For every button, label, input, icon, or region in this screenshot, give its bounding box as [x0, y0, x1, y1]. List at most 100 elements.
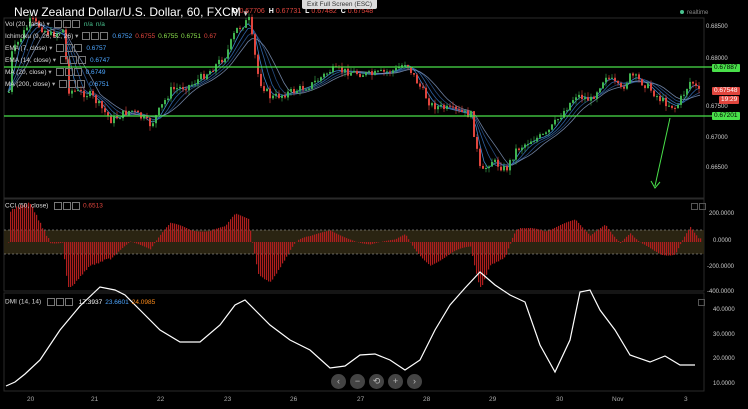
indicator-row[interactable]: MA (200, close) ▾ 0.6751	[5, 80, 110, 89]
scroll-right-button[interactable]: ›	[407, 374, 422, 389]
indicator-label[interactable]: Ichimoku (9, 26, 52, 26)	[5, 33, 74, 40]
price-tick: 0.68000	[706, 56, 728, 62]
cci-bar	[622, 240, 624, 242]
hide-icon[interactable]	[68, 80, 77, 89]
cci-bar	[618, 241, 620, 242]
pane-up-icon[interactable]	[691, 203, 698, 210]
indicator-controls[interactable]	[55, 68, 83, 77]
settings-icon[interactable]	[82, 32, 91, 41]
indicator-row[interactable]: EMA (7, close) ▾ 0.6757	[5, 44, 106, 53]
indicator-label[interactable]: MA (200, close)	[5, 81, 51, 88]
close-icon[interactable]	[77, 80, 86, 89]
settings-icon[interactable]	[46, 298, 55, 306]
hide-icon[interactable]	[91, 32, 100, 41]
hide-icon[interactable]	[64, 68, 73, 77]
close-icon[interactable]	[64, 298, 73, 306]
candle-body	[44, 30, 46, 33]
indicator-controls[interactable]	[59, 56, 87, 65]
candle-body	[638, 74, 640, 80]
candle-body	[380, 69, 382, 71]
cci-bar	[486, 242, 488, 275]
indicator-dropdown-icon[interactable]: ▾	[50, 57, 56, 64]
candle-body	[347, 68, 349, 76]
settings-icon[interactable]	[54, 202, 63, 210]
exit-fullscreen-button[interactable]: Exit Full Screen (ESC)	[302, 0, 378, 9]
indicator-dropdown-icon[interactable]: ▾	[46, 69, 52, 76]
candle-body	[146, 116, 148, 119]
cci-bar	[268, 242, 270, 282]
time-tick: 26	[290, 396, 298, 403]
settings-icon[interactable]	[53, 20, 62, 29]
zoom-in-button[interactable]: +	[388, 374, 403, 389]
zoom-out-button[interactable]: −	[350, 374, 365, 389]
dmi-controls[interactable]	[46, 298, 74, 306]
candle-body	[185, 89, 187, 91]
indicator-controls[interactable]	[59, 80, 86, 89]
ohlc-value: 0.67548	[347, 8, 374, 15]
pane-up-icon[interactable]	[698, 299, 705, 306]
reset-button[interactable]: ⟲	[369, 374, 384, 389]
dmi-tick: 20.0000	[713, 356, 735, 362]
hide-icon[interactable]	[55, 298, 64, 306]
price-tick: 0.66500	[706, 165, 728, 171]
indicator-row[interactable]: MA (20, close) ▾ 0.6749	[5, 68, 106, 77]
hide-icon[interactable]	[63, 202, 72, 210]
candle-body	[263, 86, 265, 92]
hide-icon[interactable]	[68, 56, 77, 65]
candle-body	[593, 96, 595, 99]
cci-bar	[538, 229, 540, 242]
cci-pane-controls[interactable]	[690, 203, 706, 212]
indicator-value: 0.6751	[89, 81, 110, 88]
indicator-dropdown-icon[interactable]: ▾	[47, 45, 53, 52]
indicator-dropdown-icon[interactable]: ▾	[44, 21, 50, 28]
indicator-label[interactable]: EMA (14, close)	[5, 57, 51, 64]
pane-maximize-icon[interactable]	[699, 203, 706, 210]
indicator-label[interactable]: Vol (20, false)	[5, 21, 45, 28]
close-icon[interactable]	[77, 56, 86, 65]
close-icon[interactable]	[74, 44, 83, 53]
candle-body	[356, 70, 358, 74]
close-icon[interactable]	[73, 68, 82, 77]
indicator-row[interactable]: Ichimoku (9, 26, 52, 26) ▾ 0.6752 0.6755 0.…	[5, 32, 217, 41]
cci-controls[interactable]	[54, 202, 81, 210]
cci-bar	[38, 220, 40, 242]
settings-icon[interactable]	[56, 44, 65, 53]
candle-body	[560, 117, 562, 120]
hide-icon[interactable]	[65, 44, 74, 53]
close-icon[interactable]	[100, 32, 109, 41]
hide-icon[interactable]	[62, 20, 71, 29]
cci-bar	[82, 242, 84, 275]
indicator-row[interactable]: EMA (14, close) ▾ 0.6747	[5, 56, 110, 65]
cci-bar	[600, 228, 602, 242]
cci-bar	[62, 242, 64, 243]
cci-bar	[228, 221, 230, 242]
symbol-label[interactable]: New Zealand Dollar/U.S. Dollar, 60, FXCM	[14, 5, 241, 19]
settings-icon[interactable]	[59, 56, 68, 65]
close-icon[interactable]	[71, 20, 80, 29]
dmi-pane-controls[interactable]	[697, 299, 705, 308]
cci-bar	[608, 228, 610, 242]
indicator-controls[interactable]	[53, 20, 81, 29]
symbol-dropdown-icon[interactable]: ▼	[241, 9, 250, 18]
price-pane-border	[3, 17, 705, 199]
time-tick: 29	[489, 396, 497, 403]
cci-bar	[680, 242, 682, 245]
indicator-controls[interactable]	[82, 32, 109, 41]
cci-bar	[190, 230, 192, 242]
settings-icon[interactable]	[55, 68, 64, 77]
price-tick: 0.68500	[706, 24, 728, 30]
indicator-dropdown-icon[interactable]: ▾	[73, 33, 79, 40]
candle-body	[269, 88, 271, 99]
indicator-controls[interactable]	[56, 44, 83, 53]
indicator-dropdown-icon[interactable]: ▾	[50, 81, 56, 88]
scroll-left-button[interactable]: ‹	[331, 374, 346, 389]
indicator-label[interactable]: EMA (7, close)	[5, 45, 48, 52]
close-icon[interactable]	[72, 202, 81, 210]
cci-bar	[384, 241, 386, 242]
candle-body	[629, 73, 631, 84]
indicator-row[interactable]: Vol (20, false) ▾ n/a n/a	[5, 20, 105, 29]
indicator-label[interactable]: MA (20, close)	[5, 69, 47, 76]
settings-icon[interactable]	[59, 80, 68, 89]
candle-body	[11, 51, 13, 92]
